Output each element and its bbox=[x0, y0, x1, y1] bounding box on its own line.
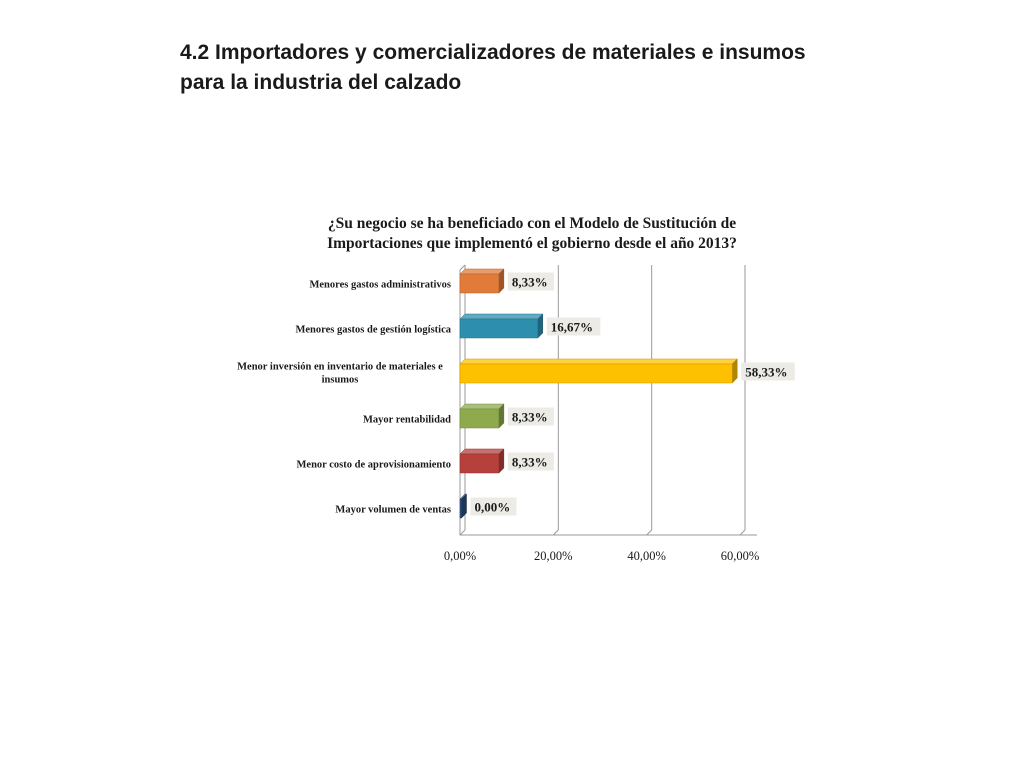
bar-front-face bbox=[459, 273, 500, 294]
chart-bars bbox=[459, 268, 738, 519]
bar-front-face bbox=[459, 498, 462, 519]
wall-top-edge bbox=[459, 264, 466, 271]
bar-3 bbox=[459, 403, 505, 429]
x-tick-label-3: 60,00% bbox=[721, 549, 760, 563]
category-label-3: Mayor rentabilidad bbox=[363, 415, 451, 426]
bar-top-face bbox=[459, 358, 738, 365]
bar-5 bbox=[459, 493, 468, 519]
bar-front-face bbox=[459, 453, 500, 474]
data-label-bg-1 bbox=[546, 317, 601, 336]
chart-title: ¿Su negocio se ha beneficiado con el Mod… bbox=[327, 215, 737, 252]
slide-title-line-2: para la industria del calzado bbox=[180, 71, 462, 94]
category-label-0: Menores gastos administrativos bbox=[309, 280, 451, 291]
x-tick-label-2: 40,00% bbox=[627, 549, 666, 563]
chart-grid bbox=[459, 264, 757, 536]
bar-2 bbox=[459, 358, 738, 384]
bar-front-face bbox=[459, 318, 539, 339]
category-label-1: Menores gastos de gestión logística bbox=[295, 325, 451, 336]
chart-title-line-2: Importaciones que implementó el gobierno… bbox=[327, 235, 737, 252]
data-label-bg-3 bbox=[507, 407, 554, 426]
data-label-bg-2 bbox=[741, 362, 795, 381]
data-label-0: 8,33% bbox=[512, 275, 548, 290]
data-label-4: 8,33% bbox=[512, 455, 548, 470]
gridline-foot-0 bbox=[459, 529, 466, 536]
data-labels: 8,33% 16,67% 58,33% 8,33% 8,33% 0,00% bbox=[470, 272, 795, 516]
data-label-5: 0,00% bbox=[475, 500, 511, 515]
bar-top-face bbox=[459, 268, 505, 275]
category-label-2-line-2: insumos bbox=[322, 375, 359, 386]
chart-title-line-1: ¿Su negocio se ha beneficiado con el Mod… bbox=[328, 215, 736, 232]
gridline-foot-1 bbox=[552, 529, 559, 536]
x-tick-label-1: 20,00% bbox=[534, 549, 573, 563]
data-label-bg-0 bbox=[507, 272, 554, 291]
slide-title-line-1: 4.2 Importadores y comercializadores de … bbox=[180, 41, 806, 64]
x-tick-label-0: 0,00% bbox=[444, 549, 476, 563]
data-label-2: 58,33% bbox=[745, 365, 787, 380]
floor-edge bbox=[459, 270, 757, 536]
bar-0 bbox=[459, 268, 505, 294]
category-label-2: Menor inversión en inventario de materia… bbox=[237, 362, 443, 386]
bar-1 bbox=[459, 313, 544, 339]
bar-top-face bbox=[459, 403, 505, 410]
data-label-bg-5 bbox=[470, 497, 517, 516]
bar-front-face bbox=[459, 363, 733, 384]
data-label-1: 16,67% bbox=[551, 320, 593, 335]
bar-top-face bbox=[459, 313, 544, 320]
data-label-3: 8,33% bbox=[512, 410, 548, 425]
bar-front-face bbox=[459, 408, 500, 429]
bar-4 bbox=[459, 448, 505, 474]
gridline-foot-3 bbox=[739, 529, 746, 536]
category-label-5: Mayor volumen de ventas bbox=[335, 505, 451, 516]
slide-title: 4.2 Importadores y comercializadores de … bbox=[180, 38, 880, 98]
x-axis-tick-labels: 0,00% 20,00% 40,00% 60,00% bbox=[444, 549, 759, 563]
category-label-4: Menor costo de aprovisionamiento bbox=[297, 460, 451, 471]
category-labels: Menores gastos administrativos Menores ga… bbox=[237, 280, 452, 516]
category-label-2-line-1: Menor inversión en inventario de materia… bbox=[237, 362, 443, 373]
bar-top-face bbox=[459, 448, 505, 455]
gridline-foot-2 bbox=[646, 529, 653, 536]
data-label-bg-4 bbox=[507, 452, 554, 471]
